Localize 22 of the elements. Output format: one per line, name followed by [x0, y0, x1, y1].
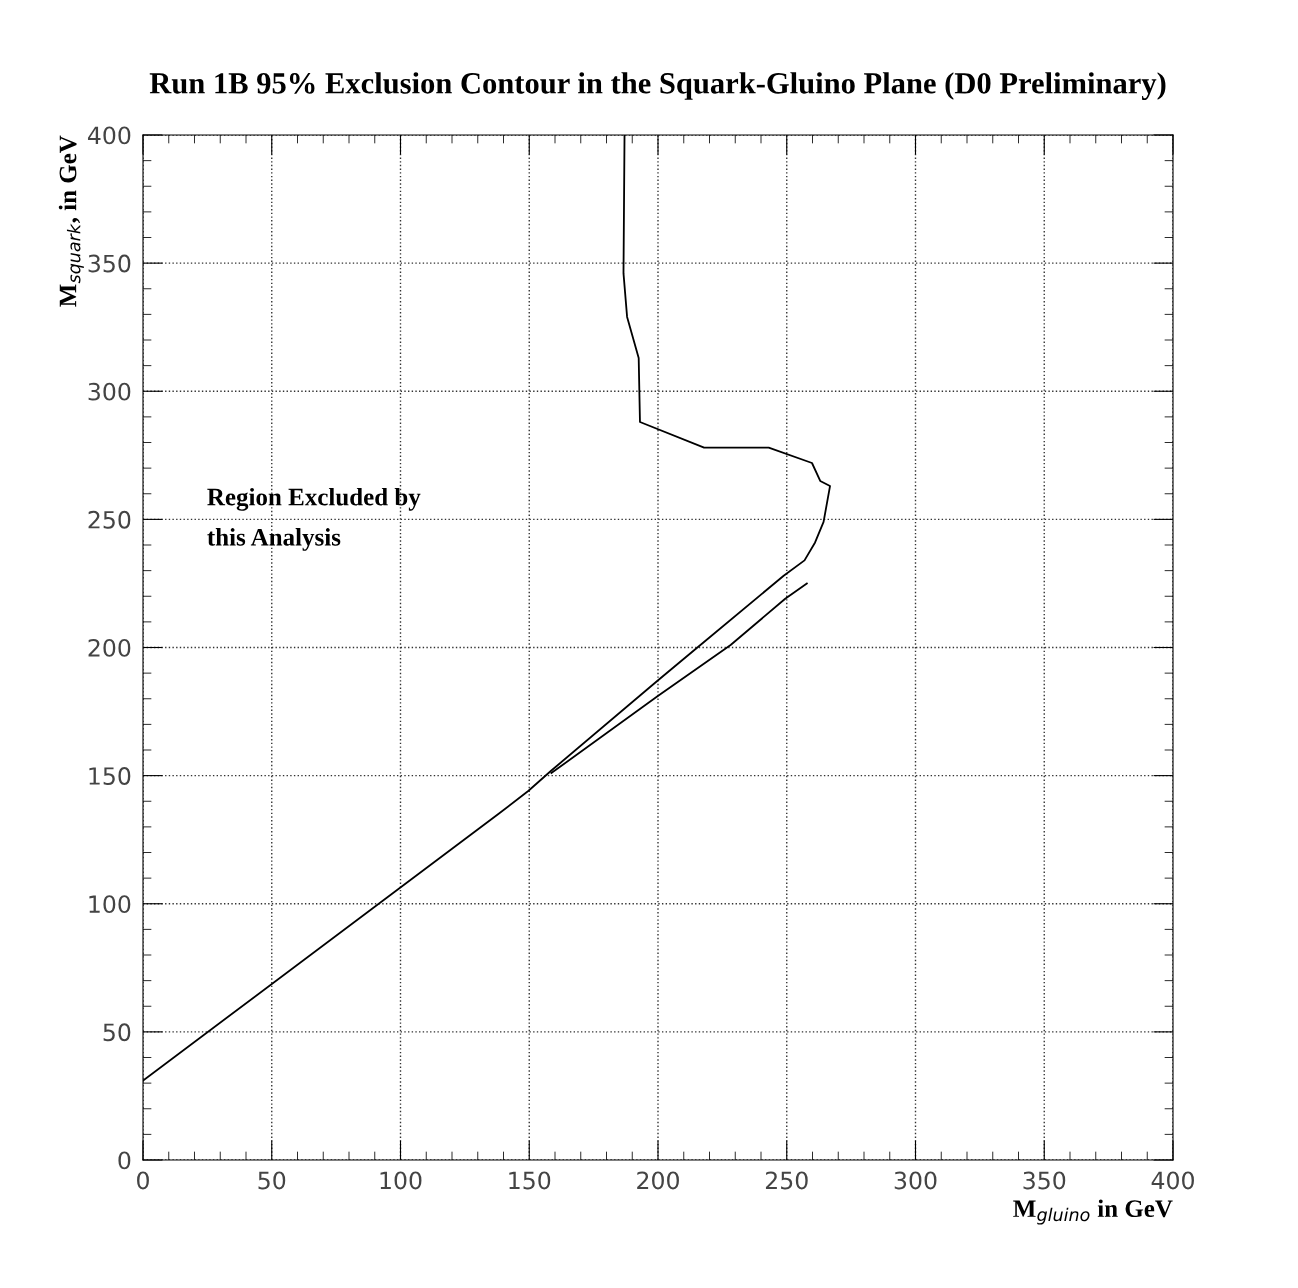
x-tick-label: 300 [894, 1171, 937, 1190]
x-tick-label: 50 [258, 1171, 286, 1190]
x-axis-title: M$_{gluino}$ in GeV [1013, 1199, 1173, 1225]
x-tick-label: 400 [1151, 1171, 1194, 1190]
y-tick-label: 0 [118, 1151, 131, 1170]
y-tick-label: 300 [88, 382, 131, 401]
x-tick-label: 150 [509, 1171, 551, 1190]
y-tick-label: 50 [103, 1023, 131, 1042]
y-tick-label: 250 [88, 510, 131, 529]
x-tick-label: 0 [137, 1171, 149, 1190]
y-tick-label: 350 [88, 254, 131, 273]
y-tick-label: 150 [89, 767, 131, 785]
x-tick-label: 350 [1023, 1171, 1066, 1190]
x-tick-label: 200 [637, 1171, 679, 1190]
y-tick-label: 200 [88, 638, 131, 657]
chart-title: Run 1B 95% Exclusion Contour in the Squark-Gluino Plane (D0 Preliminary) [149, 72, 1166, 100]
y-tick-label: 100 [89, 895, 131, 914]
x-tick-label: 250 [765, 1171, 808, 1190]
y-axis-title: M$_{squark}$, in GeV [58, 135, 84, 307]
x-tick-label: 100 [380, 1171, 422, 1190]
annotation: Region Excluded by this Analysis [207, 487, 421, 551]
y-tick-label: 400 [87, 126, 131, 145]
